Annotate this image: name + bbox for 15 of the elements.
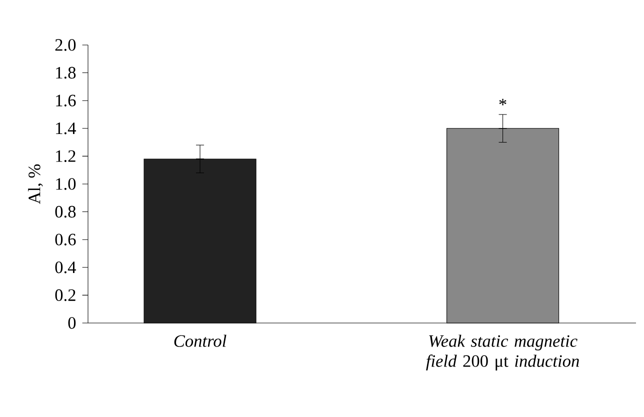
y-tick-label: 0: [68, 317, 76, 329]
y-tick-label: 0.2: [55, 289, 76, 302]
y-tick-label: 0.4: [55, 262, 76, 274]
y-tick-label: 1.0: [56, 178, 76, 190]
y-tick-label: 1.4: [56, 122, 76, 134]
x-tick-label: Weak static magnetic field 200 μt induction: [426, 334, 579, 370]
y-tick-label: 1.2: [56, 150, 76, 162]
y-tick-label: 1.8: [56, 66, 76, 79]
y-axis-title: Al, %: [28, 164, 43, 204]
y-tick-label: 1.6: [56, 94, 76, 106]
y-tick-label: 0.8: [55, 206, 76, 218]
annotation: *: [499, 98, 506, 106]
y-tick-label: 2.0: [55, 39, 76, 51]
x-tick-label: Control: [174, 334, 226, 347]
y-tick-label: 0.6: [55, 234, 76, 246]
